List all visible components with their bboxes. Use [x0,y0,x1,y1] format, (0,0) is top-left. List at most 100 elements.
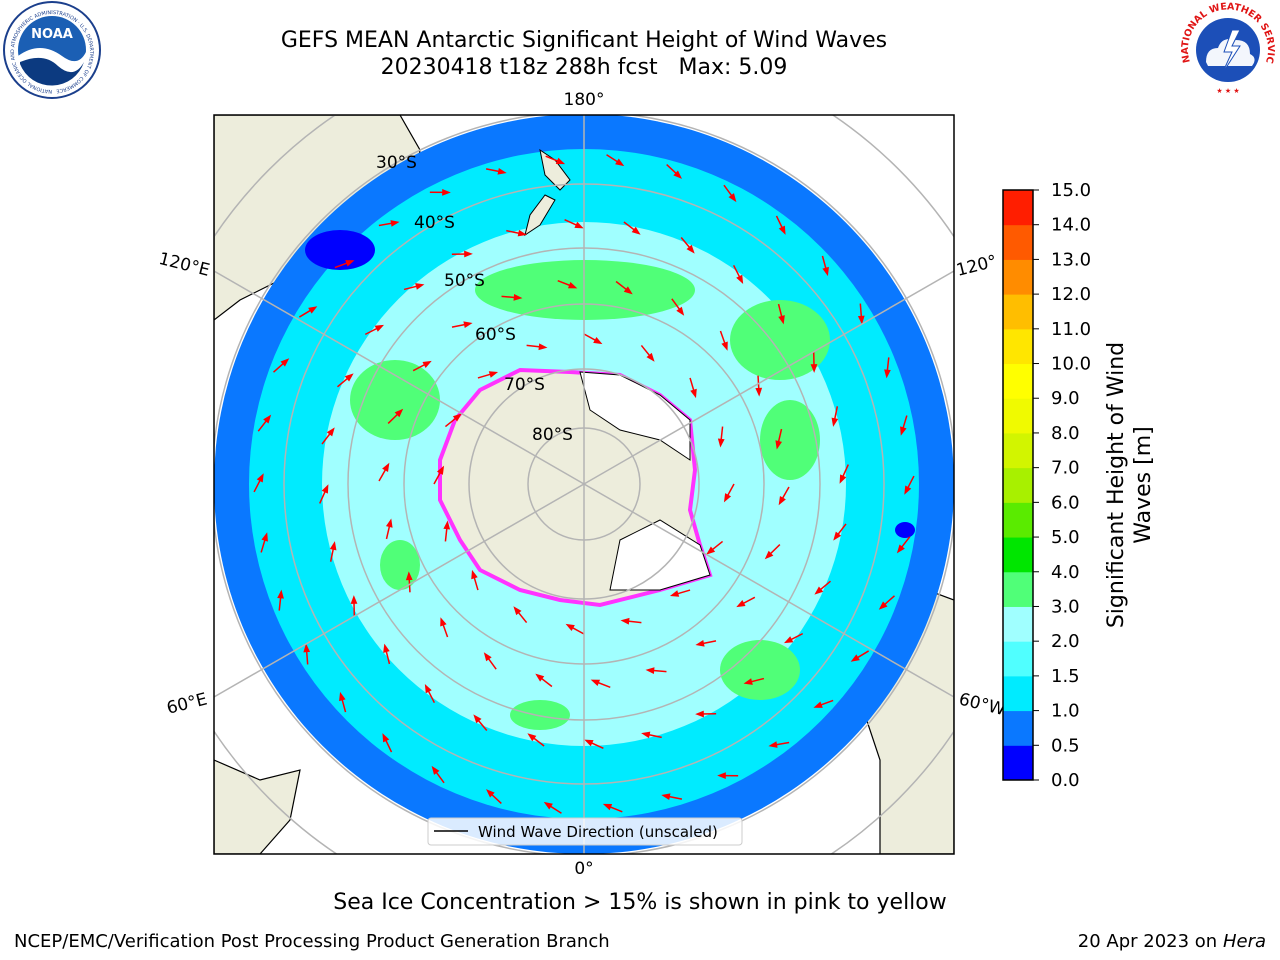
wind-wave-arrow-head [303,643,311,653]
lon-label-0: 0° [574,859,593,879]
wind-wave-arrow-head [443,520,451,530]
wind-wave-arrow-head [661,793,671,801]
wind-wave-arrow-head [442,189,451,196]
wind-wave-arrow-head [641,731,651,739]
wind-wave-arrow-head [593,336,603,345]
wind-wave-arrow-head [833,531,842,541]
wind-wave-arrow-head [896,544,905,554]
wind-wave-arrow-head [424,683,432,694]
colorbar-tick-label: 6.0 [1051,492,1080,513]
wind-wave-arrow-head [574,221,584,229]
wind-wave-arrow-head [308,306,318,314]
wind-wave-arrow-head [669,590,680,597]
colorbar-tick-label: 0.5 [1051,735,1080,756]
wind-wave-arrow-head [904,485,912,495]
wind-wave-arrow-head [513,606,522,616]
colorbar-segment [1003,398,1033,434]
wave-height-low-patches [305,230,915,538]
wind-wave-arrow-head [483,652,492,662]
lon-label-120w: 120° [954,252,999,281]
lon-label-120e: 120°E [157,249,212,281]
footer-date-text: 20 Apr 2023 on [1077,931,1223,952]
wind-wave-arrow-head [631,226,641,235]
wind-wave-arrow-head [850,654,860,662]
colorbar-segment [1003,224,1033,260]
colorbar-tick-label: 8.0 [1051,423,1080,444]
wind-wave-arrow-head [345,260,355,267]
wind-wave-arrow-head [673,170,682,179]
wind-wave-arrow-head [839,474,847,484]
colorbar-tick-label: 11.0 [1051,319,1091,340]
wind-wave-arrow-head [555,157,566,165]
chart-subtitle: 20230418 t18z 288h fcst Max: 5.09 [380,55,788,80]
map-axes: 30°S 40°S 50°S 60°S 70°S 80°S Wind Wave … [214,115,954,854]
arrow-legend: Wind Wave Direction (unscaled) [427,817,743,846]
wind-wave-arrow-head [261,532,268,542]
wind-wave-arrow-head [884,369,891,379]
colorbar-segment [1003,710,1033,746]
colorbar-tick-label: 1.5 [1051,666,1080,687]
wind-wave-arrow-head [422,360,432,368]
axes-frame [213,114,955,855]
wind-wave-arrow-head [736,274,744,285]
noaa-logo-icon: NOAA NATIONAL OCEANIC AND ATMOSPHERIC AD… [3,1,101,99]
lon-label-60e: 60°E [165,689,209,718]
wind-wave-arrow-head [486,789,495,798]
wind-wave-arrow-head [620,617,630,625]
wind-wave-arrow-head [471,569,478,580]
colorbar-segment [1003,190,1033,226]
wind-wave-arrow-head [814,586,824,595]
wind-wave-arrow-head [778,496,786,506]
wind-wave-arrow-head [590,679,601,686]
footer-machine: Hera [1222,931,1266,952]
wind-wave-arrow-head [584,739,594,747]
colorbar-tick-label: 7.0 [1051,458,1080,479]
wind-wave-arrow-head [690,388,697,399]
colorbar-segment [1003,641,1033,677]
wind-wave-arrow-head [394,408,404,418]
colorbar-segment [1003,606,1033,642]
wind-wave-arrow-head [538,343,548,351]
wind-wave-arrow-head [535,673,545,682]
wind-wave-arrow-head [374,324,385,332]
wind-wave-arrow-head [728,193,737,203]
colorbar-label-line1: Significant Height of Wind [1104,342,1129,628]
wind-wave-arrow-head [743,678,753,685]
colorbar-tick-label: 5.0 [1051,527,1080,548]
wind-wave-arrow-head [383,643,390,653]
colorbar-tick-label: 12.0 [1051,284,1091,305]
wind-wave-arrow-head [350,595,358,604]
wind-wave-arrow-head [385,518,393,528]
wind-wave-arrow-head [321,484,329,494]
colorbar-tick-label: 0.0 [1051,770,1080,791]
wind-wave-arrow-head [695,639,705,647]
wind-wave-arrow-head [344,373,354,382]
wind-wave-arrow-head [263,414,272,424]
lon-label-180: 180° [564,90,605,110]
colorbar-segment [1003,259,1033,295]
colorbar: 0.0 0.5 1.0 1.5 2.0 3.0 4.0 5.0 6.0 7.0 8.0 9.0 10.0… [1002,180,1091,791]
lat-label-40: 40°S [414,213,455,233]
wind-wave-arrow-head [390,220,400,227]
wind-wave-arrow-head [615,158,625,167]
wind-wave-arrow-head [723,493,732,503]
wind-wave-arrow-head [513,294,523,301]
wind-wave-arrow-head [686,244,695,254]
wind-wave-arrow-head [602,803,613,811]
wind-wave-arrow-head [764,550,774,560]
wind-wave-arrow-head [706,546,716,555]
colorbar-label-line2: Waves [m] [1131,426,1156,543]
colorbar-tick-label: 1.0 [1051,701,1080,722]
colorbar-tick-label: 13.0 [1051,249,1091,270]
wind-wave-arrow-head [527,733,537,742]
wind-wave-arrow-head [256,473,264,483]
wind-wave-arrow-head [463,321,473,329]
lat-label-70: 70°S [504,375,545,395]
wind-wave-arrow-head [878,601,888,610]
wind-wave-arrow-head [452,413,462,422]
wind-wave-arrow-head [280,358,290,367]
lat-label-30: 30°S [376,153,417,173]
wind-wave-arrow-head [382,462,390,472]
wind-wave-arrow-head [329,541,337,551]
